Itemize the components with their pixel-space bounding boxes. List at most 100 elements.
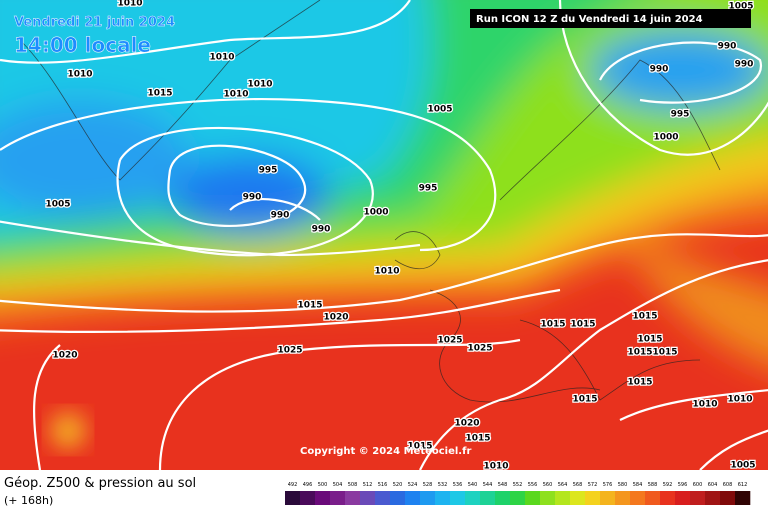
colorbar-swatch [555, 491, 571, 505]
colorbar-swatch [420, 491, 436, 505]
isobar-label: 1020 [52, 351, 77, 361]
colorbar-label: 500 [318, 482, 328, 488]
colorbar-label: 584 [633, 482, 643, 488]
colorbar-label: 516 [378, 482, 388, 488]
isobar-label: 990 [735, 60, 754, 70]
isobar-label: 1015 [627, 348, 652, 358]
isobar-label: 1015 [627, 378, 652, 388]
colorbar-label: 568 [573, 482, 583, 488]
coastlines [19, 0, 721, 403]
colorbar-label: 612 [738, 482, 748, 488]
colorbar-swatch [690, 491, 706, 505]
colorbar-swatch [630, 491, 646, 505]
isobars [0, 0, 768, 470]
colorbar-swatch [435, 491, 451, 505]
colorbar-swatch [390, 491, 406, 505]
colorbar-label: 512 [363, 482, 373, 488]
isobar-label: 990 [650, 65, 669, 75]
isobar-label: 990 [243, 193, 262, 203]
isobar-label: 1010 [247, 80, 272, 90]
colorbar-swatch [600, 491, 616, 505]
colorbar-swatch [315, 491, 331, 505]
isobar-label: 1010 [374, 267, 399, 277]
isobar-label: 995 [671, 110, 690, 120]
colorbar-label: 560 [543, 482, 553, 488]
colorbar-label: 504 [333, 482, 343, 488]
colorbar-swatch [510, 491, 526, 505]
colorbar-label: 524 [408, 482, 418, 488]
colorbar-swatch [330, 491, 346, 505]
colorbar-label: 588 [648, 482, 658, 488]
isobar-label: 1010 [117, 0, 142, 9]
isobar-label: 1015 [652, 348, 677, 358]
isobar-label: 1015 [572, 395, 597, 405]
colorbar-swatch [585, 491, 601, 505]
footer-title: Géop. Z500 & pression au sol [4, 476, 196, 491]
colorbar-label: 544 [483, 482, 493, 488]
colorbar-label: 496 [303, 482, 313, 488]
isobar-label: 995 [259, 166, 278, 176]
colorbar-label: 604 [708, 482, 718, 488]
isobar-label: 1020 [323, 313, 348, 323]
colorbar-swatch [660, 491, 676, 505]
colorbar-label: 552 [513, 482, 523, 488]
isobar-label: 1010 [67, 70, 92, 80]
isobar-label: 1015 [147, 89, 172, 99]
isobar-label: 1015 [407, 442, 432, 452]
geopotential-field [0, 0, 768, 470]
colorbar-swatch [705, 491, 721, 505]
colorbar-swatch [345, 491, 361, 505]
colorbar-swatch [645, 491, 661, 505]
colorbar-label: 520 [393, 482, 403, 488]
isobar-label: 1000 [363, 208, 388, 218]
colorbar-label: 576 [603, 482, 613, 488]
isobar-label: 1005 [427, 105, 452, 115]
isobar-label: 990 [718, 42, 737, 52]
isobar-label: 1010 [692, 400, 717, 410]
isobar-label: 1020 [454, 419, 479, 429]
colorbar-label: 540 [468, 482, 478, 488]
copyright: Copyright © 2024 Meteociel.fr [300, 446, 471, 457]
forecast-date: Vendredi 21 juin 2024 [14, 15, 175, 30]
colorbar-label: 532 [438, 482, 448, 488]
isobar-label: 1005 [45, 200, 70, 210]
isobar-label: 1000 [653, 133, 678, 143]
colorbar-swatch [405, 491, 421, 505]
run-info: Run ICON 12 Z du Vendredi 14 juin 2024 [476, 14, 703, 25]
colorbar-swatch [540, 491, 556, 505]
isobar-label: 995 [419, 184, 438, 194]
isobar-label: 1010 [223, 90, 248, 100]
isobar-label: 1010 [727, 395, 752, 405]
isobar-label: 1015 [632, 312, 657, 322]
colorbar-swatch [285, 491, 301, 505]
colorbar-label: 564 [558, 482, 568, 488]
colorbar-swatch [465, 491, 481, 505]
isobar-label: 1005 [730, 461, 755, 471]
isobar-label: 1015 [570, 320, 595, 330]
isobar-label: 1015 [297, 301, 322, 311]
footer-subtitle: (+ 168h) [4, 494, 53, 507]
isobar-label: 1025 [277, 346, 302, 356]
colorbar-label: 508 [348, 482, 358, 488]
colorbar-swatch [720, 491, 736, 505]
isobar-label: 1010 [483, 462, 508, 472]
colorbar-label: 592 [663, 482, 673, 488]
colorbar-label: 608 [723, 482, 733, 488]
colorbar-swatch [360, 491, 376, 505]
colorbar-swatch [480, 491, 496, 505]
isobar-label: 1015 [540, 320, 565, 330]
isobar-label: 1025 [437, 336, 462, 346]
colorbar-label: 556 [528, 482, 538, 488]
colorbar-label: 492 [288, 482, 298, 488]
colorbar-label: 596 [678, 482, 688, 488]
colorbar-label: 580 [618, 482, 628, 488]
colorbar-label: 600 [693, 482, 703, 488]
isobar-label: 1010 [209, 53, 234, 63]
colorbar-swatch [375, 491, 391, 505]
colorbar-swatch [300, 491, 316, 505]
colorbar-label: 528 [423, 482, 433, 488]
isobar-label: 1015 [465, 434, 490, 444]
forecast-time: 14:00 locale [14, 33, 151, 57]
